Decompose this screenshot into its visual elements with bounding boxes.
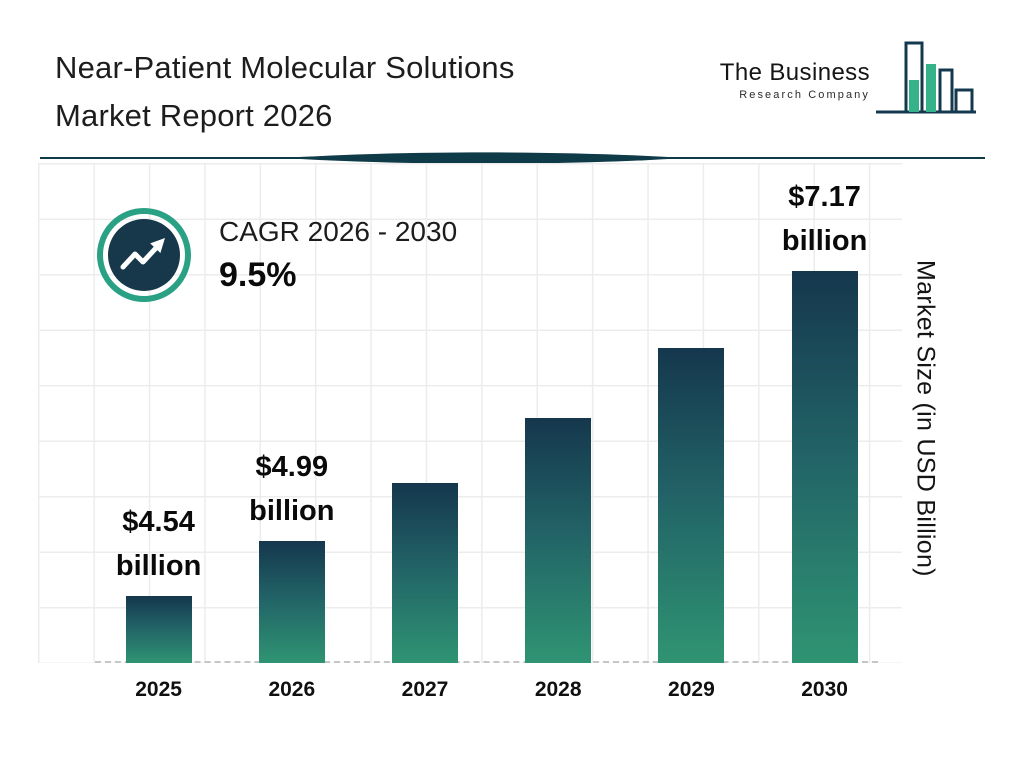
bar-2028 [525,418,592,663]
x-tick-2026: 2026 [268,678,316,701]
trend-up-icon [97,208,191,302]
cagr-badge: CAGR 2026 - 2030 9.5% [95,206,457,304]
x-tick-2029: 2029 [668,678,715,701]
chart-gridlines [38,163,902,663]
x-tick-2025: 2025 [135,678,182,701]
bar-chart-logo-icon [876,41,976,114]
logo-subname: Research Company [739,89,870,101]
company-logo: The Business Research Company [720,40,976,120]
cagr-label: CAGR 2026 - 2030 [219,215,458,247]
x-tick-2030: 2030 [801,678,848,701]
cagr-text: CAGR 2026 - 2030 9.5% [219,216,457,295]
bar-2026 [258,540,325,663]
divider-line [40,152,985,164]
x-tick-2028: 2028 [534,678,582,701]
bar-2025 [125,596,192,663]
bar-2030 [791,271,858,663]
page-title: Near-Patient Molecular Solutions Market … [55,44,695,140]
bar-2027 [392,482,458,663]
page-title-line2: Market Report 2026 [55,98,333,133]
company-logo-text: The Business Research Company [720,59,870,101]
cagr-value: 9.5% [219,255,297,294]
logo-name: The Business [719,59,870,86]
page-title-line1: Near-Patient Molecular Solutions [55,50,515,85]
bar-value-label-2030: $7.17 billion [781,181,868,258]
bar-2029 [658,348,725,663]
bar-value-label-2026: $4.99 billion [249,450,335,527]
bar-value-label-2025: $4.54 billion [115,506,202,583]
x-tick-2027: 2027 [401,678,449,701]
x-axis-baseline [95,661,878,663]
y-axis-label: Market Size (in USD Billion) [911,259,940,577]
